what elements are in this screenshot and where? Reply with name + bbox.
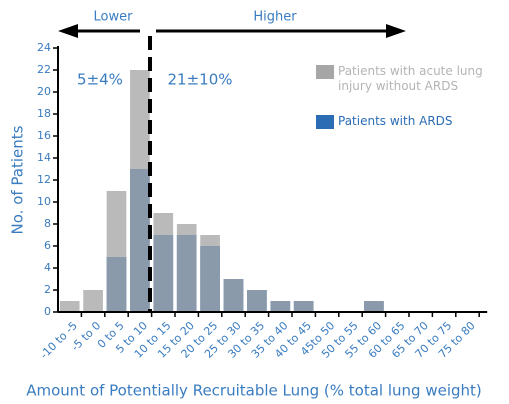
- y-tick-label: 6: [44, 239, 51, 252]
- bar: [83, 290, 103, 312]
- bar: [59, 301, 80, 312]
- bar: [176, 224, 197, 312]
- y-tick-label: 14: [37, 151, 51, 164]
- arrow-right-head: [386, 24, 406, 38]
- lower-label: Lower: [94, 10, 134, 25]
- legend-swatch: [316, 65, 334, 79]
- y-tick-label: 10: [37, 195, 51, 208]
- y-tick-label: 20: [37, 85, 51, 98]
- y-tick-label: 22: [37, 63, 51, 76]
- higher-value: 21±10%: [168, 71, 233, 89]
- x-axis-label: Amount of Potentially Recruitable Lung (…: [26, 382, 482, 400]
- y-tick-label: 12: [37, 173, 51, 186]
- bar: [153, 213, 174, 312]
- lower-value: 5±4%: [77, 71, 123, 89]
- y-tick-label: 2: [44, 283, 51, 296]
- bar: [223, 279, 244, 312]
- legend-label: Patients with ARDS: [338, 114, 453, 128]
- y-tick-label: 18: [37, 107, 51, 120]
- bar: [106, 191, 127, 312]
- y-axis-label: No. of Patients: [9, 125, 27, 234]
- y-tick-label: 4: [44, 261, 51, 274]
- legend-swatch: [316, 115, 334, 129]
- bar: [200, 235, 220, 312]
- y-tick-label: 16: [37, 129, 51, 142]
- y-tick-label: 24: [37, 41, 51, 54]
- bar: [130, 70, 150, 312]
- legend-entry: Patients with ARDS: [338, 114, 453, 128]
- bar: [247, 290, 267, 312]
- bar: [364, 301, 384, 312]
- higher-label: Higher: [253, 10, 297, 25]
- bar: [293, 301, 314, 312]
- arrow-left-head: [58, 24, 78, 38]
- bar: [270, 301, 291, 312]
- legend-entry: Patients with acute lung injury without …: [338, 64, 483, 93]
- y-tick-label: 8: [44, 217, 51, 230]
- y-tick-label: 0: [44, 305, 51, 318]
- legend-label: Patients with acute lung injury without …: [338, 64, 483, 93]
